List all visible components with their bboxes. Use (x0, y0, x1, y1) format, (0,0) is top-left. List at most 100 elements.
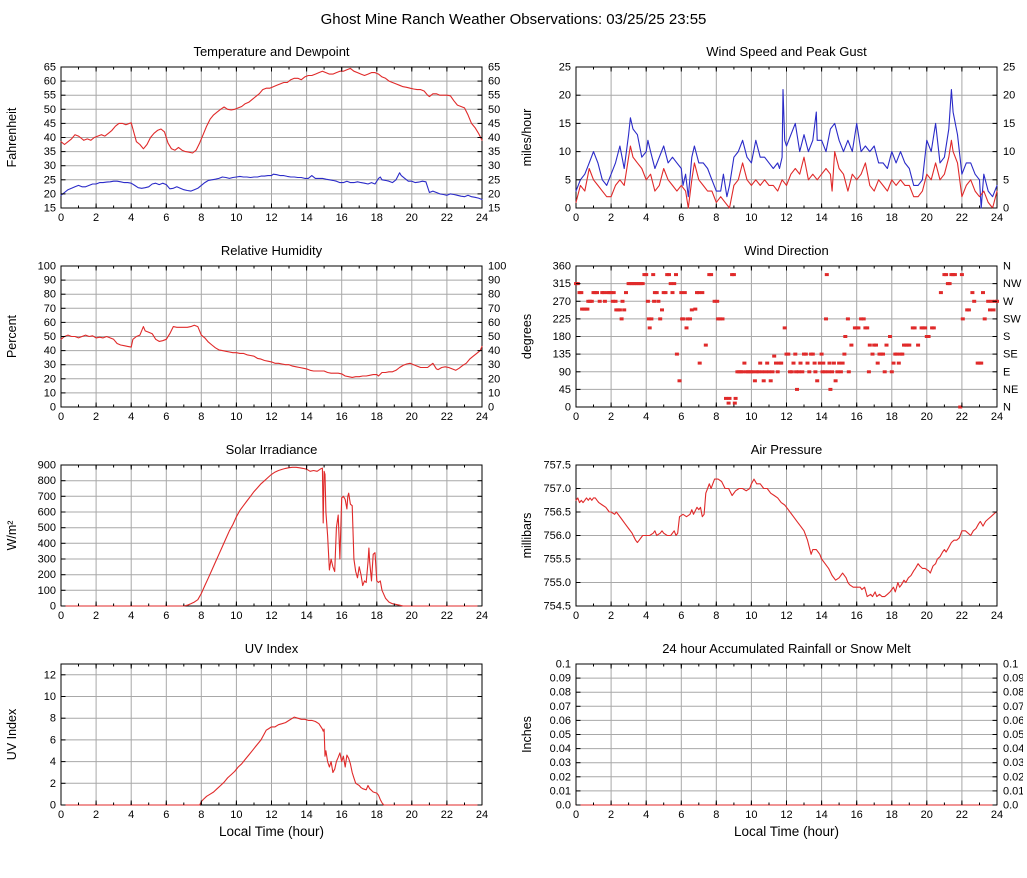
svg-text:10: 10 (230, 610, 242, 622)
svg-text:700: 700 (38, 491, 56, 503)
svg-text:5: 5 (1003, 174, 1009, 186)
svg-text:0: 0 (1003, 203, 1009, 215)
svg-text:10: 10 (745, 212, 757, 224)
svg-text:24: 24 (476, 610, 488, 622)
svg-text:W/m²: W/m² (5, 521, 19, 551)
svg-text:18: 18 (886, 411, 898, 423)
svg-text:4: 4 (50, 756, 56, 768)
svg-text:Inches: Inches (520, 716, 534, 753)
svg-text:22: 22 (956, 212, 968, 224)
svg-text:757.0: 757.0 (543, 483, 571, 495)
svg-text:0: 0 (58, 809, 64, 821)
svg-text:100: 100 (488, 261, 506, 273)
svg-text:20: 20 (921, 610, 933, 622)
svg-text:14: 14 (815, 212, 827, 224)
chart-title: Solar Irradiance (225, 442, 318, 457)
chart-plot-air-pressure: 0 2 4 6 8 10 12 14 16 18 20 22 24754.5755.0755.5756.… (520, 460, 1003, 622)
svg-text:45: 45 (488, 118, 500, 130)
svg-text:24: 24 (991, 610, 1003, 622)
svg-text:0: 0 (58, 212, 64, 224)
svg-text:100: 100 (38, 585, 56, 597)
svg-text:50: 50 (488, 104, 500, 116)
svg-text:180: 180 (553, 331, 571, 343)
svg-text:6: 6 (678, 212, 684, 224)
svg-text:0.03: 0.03 (1003, 757, 1023, 769)
svg-text:12: 12 (265, 212, 277, 224)
svg-text:360: 360 (553, 261, 571, 273)
svg-text:70: 70 (488, 303, 500, 315)
svg-text:225: 225 (553, 313, 571, 325)
svg-text:12: 12 (780, 212, 792, 224)
svg-text:20: 20 (921, 809, 933, 821)
svg-text:24: 24 (991, 212, 1003, 224)
svg-text:0.05: 0.05 (1003, 729, 1023, 741)
svg-text:755.5: 755.5 (543, 554, 571, 566)
svg-text:12: 12 (780, 610, 792, 622)
svg-text:8: 8 (198, 212, 204, 224)
svg-text:12: 12 (44, 669, 56, 681)
svg-text:24: 24 (476, 212, 488, 224)
svg-text:22: 22 (956, 809, 968, 821)
svg-text:6: 6 (678, 411, 684, 423)
svg-text:65: 65 (488, 62, 500, 74)
svg-text:0: 0 (50, 601, 56, 613)
svg-text:55: 55 (488, 90, 500, 102)
svg-text:0.01: 0.01 (1003, 785, 1023, 797)
svg-text:12: 12 (265, 610, 277, 622)
svg-text:0.0: 0.0 (556, 800, 571, 812)
svg-text:45: 45 (559, 384, 571, 396)
svg-text:20: 20 (406, 411, 418, 423)
svg-text:4: 4 (643, 809, 649, 821)
svg-text:755.0: 755.0 (543, 577, 571, 589)
svg-text:SE: SE (1003, 349, 1018, 361)
svg-text:14: 14 (300, 610, 312, 622)
svg-text:10: 10 (44, 691, 56, 703)
svg-text:15: 15 (488, 203, 500, 215)
svg-text:10: 10 (559, 146, 571, 158)
svg-text:80: 80 (488, 289, 500, 301)
svg-text:S: S (1003, 331, 1010, 343)
svg-text:25: 25 (1003, 62, 1015, 74)
chart-title: Temperature and Dewpoint (193, 44, 350, 59)
chart-plot-rainfall: 0 2 4 6 8 10 12 14 16 18 20 22 240.0 0.00.01 0.010.02 0… (520, 659, 1023, 821)
svg-text:4: 4 (643, 610, 649, 622)
svg-text:20: 20 (488, 188, 500, 200)
svg-text:0: 0 (565, 402, 571, 414)
svg-text:40: 40 (488, 345, 500, 357)
svg-text:12: 12 (780, 411, 792, 423)
svg-text:8: 8 (713, 610, 719, 622)
svg-text:16: 16 (336, 212, 348, 224)
svg-text:16: 16 (851, 212, 863, 224)
svg-text:6: 6 (678, 610, 684, 622)
svg-text:10: 10 (745, 411, 757, 423)
svg-text:4: 4 (128, 411, 134, 423)
svg-text:10: 10 (230, 411, 242, 423)
svg-text:20: 20 (559, 90, 571, 102)
svg-text:2: 2 (608, 212, 614, 224)
svg-text:16: 16 (851, 809, 863, 821)
svg-text:60: 60 (488, 317, 500, 329)
svg-text:22: 22 (441, 411, 453, 423)
svg-text:0: 0 (565, 203, 571, 215)
charts-grid: Temperature and Dewpoint 0 2 4 6 8 10 12 14 16 18… (0, 42, 1027, 839)
svg-text:10: 10 (230, 212, 242, 224)
svg-text:20: 20 (488, 373, 500, 385)
svg-text:N: N (1003, 402, 1011, 414)
svg-text:22: 22 (441, 809, 453, 821)
svg-text:0.07: 0.07 (1003, 701, 1023, 713)
svg-text:40: 40 (44, 132, 56, 144)
chart-relative-humidity: Relative Humidity 0 2 4 6 8 10 12 14 16 18 20 22 24 0… (3, 241, 508, 424)
svg-text:4: 4 (128, 610, 134, 622)
svg-text:0.08: 0.08 (550, 687, 571, 699)
svg-text:18: 18 (886, 212, 898, 224)
svg-text:14: 14 (300, 809, 312, 821)
svg-text:E: E (1003, 366, 1010, 378)
svg-text:22: 22 (441, 212, 453, 224)
svg-text:30: 30 (488, 160, 500, 172)
svg-text:20: 20 (406, 610, 418, 622)
svg-text:40: 40 (488, 132, 500, 144)
chart-rainfall: 24 hour Accumulated Rainfall or Snow Mel… (518, 639, 1023, 839)
